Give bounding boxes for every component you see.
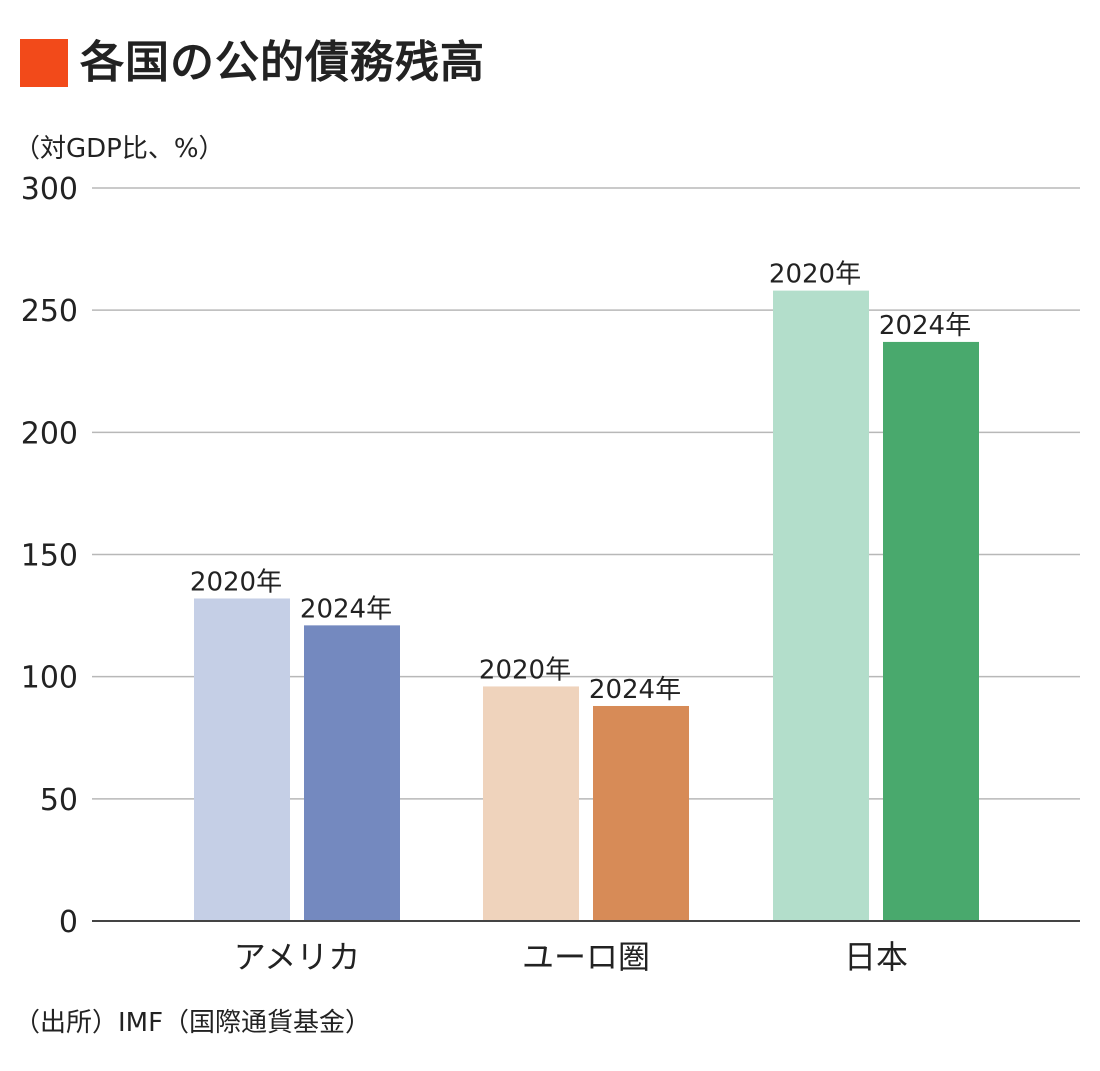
bar <box>593 705 689 921</box>
bar-data-label: 2024年 <box>589 675 681 705</box>
bar <box>883 341 979 921</box>
chart-title: 各国の公的債務残高 <box>80 37 485 88</box>
x-category-label: ユーロ圏 <box>522 938 650 976</box>
bar-data-label: 2024年 <box>879 311 971 341</box>
y-tick-label: 0 <box>59 905 78 940</box>
bar-data-label: 2020年 <box>190 567 282 597</box>
chart-title-row: 各国の公的債務残高 <box>20 36 485 90</box>
bar-data-label: 2020年 <box>479 655 571 685</box>
y-tick-label: 200 <box>21 416 78 451</box>
bar <box>483 686 579 921</box>
y-tick-label: 250 <box>21 294 78 329</box>
bar-data-label: 2020年 <box>769 260 861 290</box>
y-axis-unit-label: （対GDP比、%） <box>14 134 225 164</box>
y-tick-label: 100 <box>21 661 78 696</box>
x-category-label: アメリカ <box>234 938 360 976</box>
source-note: （出所）IMF（国際通貨基金） <box>14 1008 372 1038</box>
bar-data-label: 2024年 <box>300 594 392 624</box>
bar <box>194 598 290 921</box>
bar <box>304 625 400 921</box>
y-tick-label: 150 <box>21 539 78 574</box>
y-tick-label: 50 <box>40 783 78 818</box>
x-category-label: 日本 <box>844 938 908 976</box>
y-tick-label: 300 <box>21 172 78 207</box>
title-marker-square <box>20 39 68 87</box>
bar <box>773 290 869 921</box>
